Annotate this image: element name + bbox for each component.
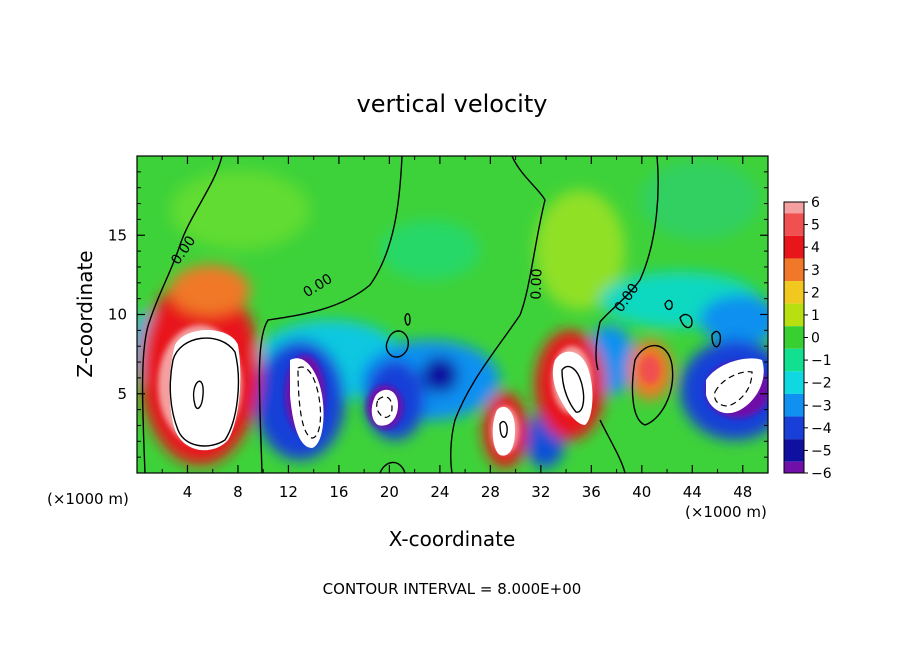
x-tick-label: 8	[233, 483, 243, 501]
chart-title: vertical velocity	[357, 90, 548, 118]
x-axis-title: X-coordinate	[389, 527, 516, 551]
x-tick-label: 12	[279, 483, 298, 501]
colorbar-swatch	[784, 213, 804, 236]
colorbar-tick-label: −4	[811, 421, 832, 437]
x-tick-label: 24	[430, 483, 449, 501]
colorbar-tick-label: −6	[811, 466, 832, 482]
colorbar-swatch	[784, 393, 804, 417]
y-tick-label: 10	[108, 306, 127, 324]
colorbar-swatch	[784, 303, 804, 327]
x-axis: 4 8 12 16 20 24 28 32 36 40 44 48	[161, 156, 752, 501]
colorbar-tick-label: −5	[811, 443, 832, 459]
colorbar-swatch	[784, 326, 804, 349]
y-tick-label: 15	[108, 226, 127, 244]
colorbar-swatch	[784, 371, 804, 394]
colorbar-tick-label: 4	[811, 240, 820, 256]
colorbar-tick-label: 2	[811, 285, 820, 301]
x-tick-label: 32	[531, 483, 550, 501]
x-tick-label: 40	[632, 483, 651, 501]
colorbar-tick-label: 6	[811, 195, 820, 211]
colorbar-swatch	[784, 202, 804, 214]
colorbar-swatch	[784, 416, 804, 440]
colorbar-swatch	[784, 235, 804, 259]
colorbar: 6 5 4 3 2 1 0 −1 −2 −3 −4 −5 −6	[783, 195, 832, 482]
x-tick-label: 28	[481, 483, 500, 501]
svg-text:0.00: 0.00	[528, 268, 545, 300]
colorbar-tick-label: −1	[811, 353, 832, 369]
x-tick-label: 36	[582, 483, 601, 501]
contour-interval-note: CONTOUR INTERVAL = 8.000E+00	[323, 580, 582, 598]
colorbar-tick-label: −3	[811, 398, 832, 414]
colorbar-tick-label: 0	[811, 331, 820, 347]
colorbar-swatch	[784, 348, 804, 372]
colorbar-tick-label: 5	[811, 218, 820, 234]
heatmap-field	[137, 156, 768, 473]
contour-lines	[141, 156, 722, 473]
x-unit-left: (×1000 m)	[47, 490, 129, 508]
y-axis: 5 10 15	[108, 171, 768, 458]
x-unit-right: (×1000 m)	[685, 503, 767, 521]
contour-lines-negative	[297, 366, 753, 439]
x-tick-label: 16	[329, 483, 348, 501]
x-tick-label: 20	[380, 483, 399, 501]
colorbar-tick-label: 3	[811, 263, 820, 279]
colorbar-swatch	[784, 461, 804, 473]
x-tick-label: 44	[683, 483, 702, 501]
x-tick-label: 4	[183, 483, 193, 501]
x-tick-label: 48	[733, 483, 752, 501]
colorbar-tick-label: 1	[811, 308, 820, 324]
y-tick-label: 5	[117, 385, 127, 403]
contour-label-3: 0.00	[528, 268, 545, 300]
colorbar-tick-label: −2	[811, 376, 832, 392]
colorbar-swatch	[784, 281, 804, 304]
y-axis-title: Z-coordinate	[73, 250, 97, 377]
colorbar-swatch	[784, 258, 804, 282]
colorbar-swatch	[784, 439, 804, 462]
